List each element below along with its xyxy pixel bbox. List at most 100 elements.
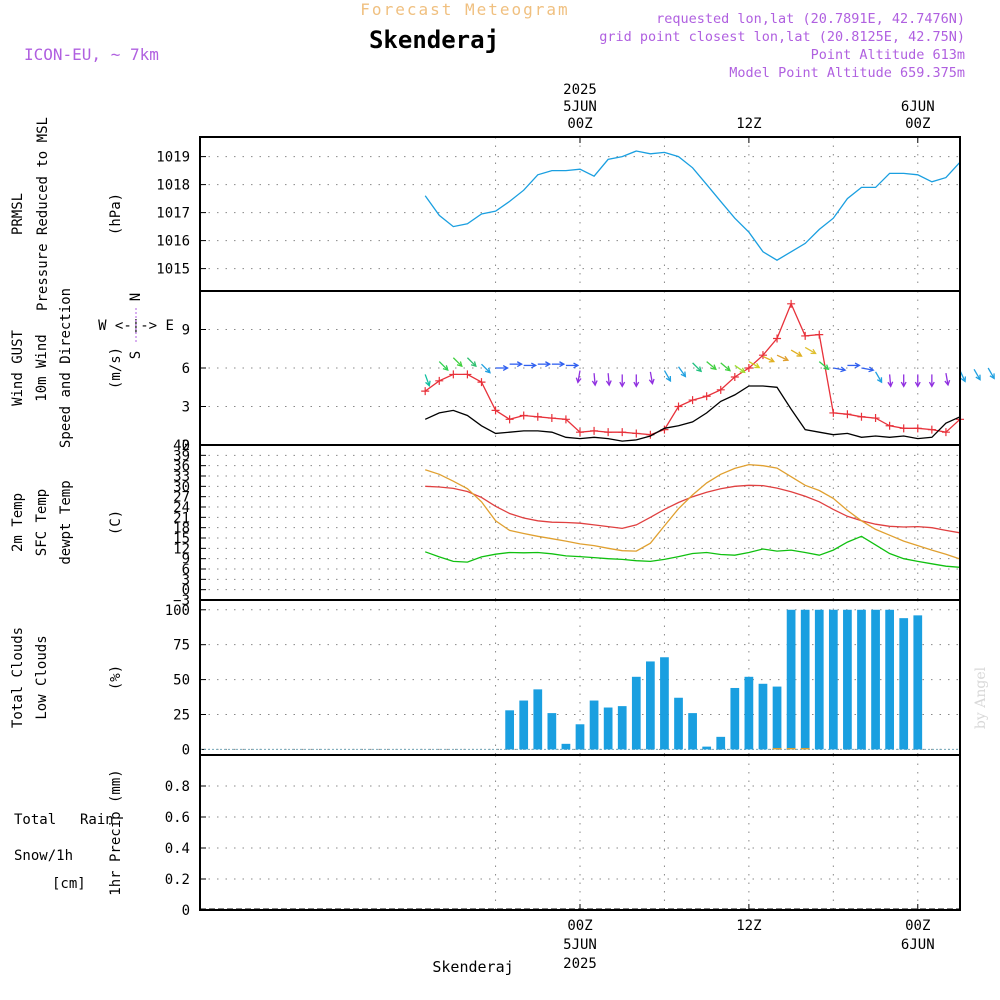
wind-arrow-head xyxy=(425,380,431,387)
cloud-bar xyxy=(533,689,543,750)
point-altitude: Point Altitude 613m xyxy=(811,47,965,63)
wind-arrow-shaft xyxy=(452,357,463,367)
gust-marker xyxy=(801,331,810,340)
top-time-label: 00Z xyxy=(567,116,592,132)
gust-marker xyxy=(885,421,894,430)
series-line-wind10 xyxy=(424,385,961,442)
wind-arrow-shaft xyxy=(706,361,717,370)
watermark: by Angel xyxy=(973,666,989,729)
bottom-time-label: 5JUN xyxy=(563,937,597,953)
y-tick-label: 0 xyxy=(182,583,190,599)
bottom-time-label: 00Z xyxy=(905,918,930,934)
gust-marker xyxy=(899,424,908,433)
gust-marker xyxy=(913,424,922,433)
gust-marker xyxy=(491,406,500,415)
wind-arrow-head xyxy=(696,366,703,373)
wind-arrow-shaft xyxy=(762,355,775,363)
cloud-bar xyxy=(688,713,697,750)
y-tick-label: 100 xyxy=(165,603,190,619)
gust-marker xyxy=(533,412,542,421)
gust-marker xyxy=(688,396,697,405)
y-tick-label: 42 xyxy=(173,438,190,454)
wind-arrow-head xyxy=(633,381,640,388)
gust-marker xyxy=(435,376,444,385)
axis-unit-label: 1hr Precip (mm) xyxy=(108,769,124,895)
cloud-bar xyxy=(814,609,824,750)
y-tick-label: 25 xyxy=(173,708,190,724)
gust-marker xyxy=(547,414,556,423)
wind-arrow-shaft xyxy=(466,357,477,367)
gust-marker xyxy=(477,378,486,387)
cloud-bar xyxy=(744,676,754,750)
gust-marker xyxy=(815,330,824,339)
panel-clouds: 0 25 50 75 100 (%) Total Clouds Low Clouds xyxy=(10,599,961,758)
cloud-bar xyxy=(674,697,683,750)
wind-arrow-shaft xyxy=(593,373,596,386)
y-tick-label: 50 xyxy=(173,673,190,689)
wind-arrow-head xyxy=(796,351,803,357)
panel-title-wind-2: Speed and Direction xyxy=(58,288,74,448)
wind-arrow-shaft xyxy=(481,363,491,374)
wind-arrow-head xyxy=(605,380,612,387)
cloud-bar xyxy=(716,736,726,750)
wind-arrow-head xyxy=(456,361,463,368)
wind-arrow-head xyxy=(989,373,995,380)
axis-unit-label: (%) xyxy=(108,665,124,690)
y-tick-label: 30 xyxy=(173,479,190,495)
wind-arrow-head xyxy=(887,381,894,388)
cloud-bar xyxy=(843,609,852,750)
axis-unit-label: (m/s) xyxy=(108,347,124,389)
y-tick-label: 3 xyxy=(182,400,190,416)
cloud-bar xyxy=(702,746,712,750)
wind-arrow-head xyxy=(975,374,981,381)
cloud-bar xyxy=(646,661,655,750)
y-tick-label: 0 xyxy=(182,742,190,758)
top-time-label: 00Z xyxy=(905,116,930,132)
y-tick-label: 0.6 xyxy=(165,810,190,826)
gust-marker xyxy=(505,415,514,424)
y-tick-label: 0.4 xyxy=(165,841,190,857)
wind-arrow-shaft xyxy=(790,349,802,357)
panel-title-wind-1: 10m Wind xyxy=(34,334,50,401)
y-tick-label: 6 xyxy=(182,361,190,377)
wind-arrow-shaft xyxy=(945,373,949,386)
cloud-bar xyxy=(660,657,669,750)
cloud-bar xyxy=(758,683,768,750)
gridpoint-coords: grid point closest lon,lat (20.8125E, 42… xyxy=(599,29,965,45)
wind-arrow-head xyxy=(810,348,817,355)
wind-arrow-head xyxy=(531,362,538,369)
gust-marker xyxy=(449,370,458,379)
panel-title-clouds-0: Total Clouds xyxy=(10,627,26,728)
wind-arrow-shaft xyxy=(720,362,731,372)
gust-marker xyxy=(857,412,866,421)
y-tick-label: 21 xyxy=(173,510,190,526)
y-tick-label: 15 xyxy=(173,531,190,547)
panel-title-wind-0: Wind GUST xyxy=(10,330,26,406)
meteogram-header: Forecast Meteogram Skenderaj ICON-EU, ~ … xyxy=(24,0,989,976)
gust-marker xyxy=(604,428,613,437)
wind-arrow-shaft xyxy=(888,374,892,387)
wind-arrow-head xyxy=(914,381,921,388)
cloud-bar xyxy=(885,609,894,750)
y-tick-label: 0.2 xyxy=(165,872,190,888)
wind-arrow-shaft xyxy=(734,364,746,373)
gust-marker xyxy=(421,387,430,396)
wind-arrow-shaft xyxy=(818,361,829,370)
gust-marker xyxy=(674,402,683,411)
y-tick-label: −3 xyxy=(173,593,190,609)
wind-arrow-head xyxy=(854,362,861,369)
cloud-bar xyxy=(899,618,909,750)
wind-arrow-shaft xyxy=(973,368,981,381)
top-time-label: 6JUN xyxy=(901,99,935,115)
wind-arrow-head xyxy=(944,380,951,387)
wind-arrow-shaft xyxy=(649,371,654,384)
wind-arrow-head xyxy=(782,355,790,362)
model-altitude: Model Point Altitude 659.375m xyxy=(729,65,965,81)
gust-marker xyxy=(941,428,950,437)
wind-arrow-shaft xyxy=(438,361,449,371)
y-tick-label: 0 xyxy=(182,903,190,919)
low-cloud-bar xyxy=(772,748,782,750)
panel-title-temp-0: 2m Temp xyxy=(10,493,26,552)
y-tick-label: 27 xyxy=(173,490,190,506)
